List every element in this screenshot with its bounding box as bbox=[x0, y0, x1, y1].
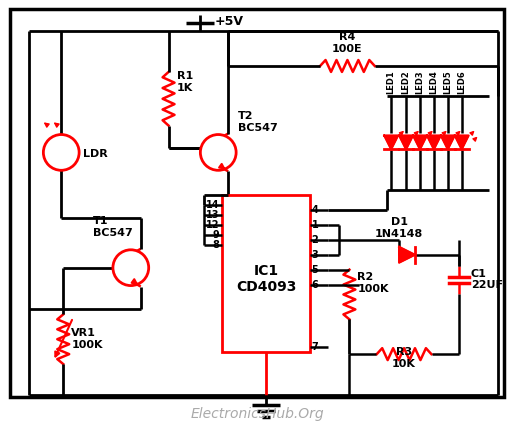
Text: LED5: LED5 bbox=[443, 70, 452, 94]
Text: 8: 8 bbox=[212, 240, 219, 250]
Text: 12: 12 bbox=[206, 220, 219, 230]
Text: 2: 2 bbox=[311, 235, 318, 245]
Polygon shape bbox=[441, 135, 455, 149]
Text: R3
10K: R3 10K bbox=[392, 347, 416, 369]
Text: 3: 3 bbox=[311, 250, 318, 260]
Text: T1
BC547: T1 BC547 bbox=[93, 216, 133, 238]
Text: 5: 5 bbox=[311, 265, 318, 275]
Text: 9: 9 bbox=[212, 230, 219, 240]
Text: 1: 1 bbox=[311, 220, 318, 230]
Text: C1
22UF: C1 22UF bbox=[471, 269, 503, 291]
Text: R4
100E: R4 100E bbox=[332, 32, 363, 54]
Text: LED3: LED3 bbox=[415, 70, 425, 94]
Text: T2
BC547: T2 BC547 bbox=[238, 111, 278, 132]
Text: R2
100K: R2 100K bbox=[357, 272, 389, 294]
Text: LED2: LED2 bbox=[401, 70, 411, 94]
Text: ElectronicsHub.Org: ElectronicsHub.Org bbox=[190, 407, 324, 421]
Text: VR1
100K: VR1 100K bbox=[71, 329, 103, 350]
Polygon shape bbox=[384, 135, 398, 149]
Text: LDR: LDR bbox=[83, 149, 108, 160]
Text: LED6: LED6 bbox=[457, 70, 466, 94]
Text: R1
1K: R1 1K bbox=[176, 71, 193, 93]
Polygon shape bbox=[413, 135, 427, 149]
Text: 4: 4 bbox=[311, 205, 318, 215]
Circle shape bbox=[113, 250, 149, 285]
Text: +5V: +5V bbox=[214, 15, 243, 28]
Text: IC1
CD4093: IC1 CD4093 bbox=[236, 264, 296, 294]
Text: LED1: LED1 bbox=[387, 70, 396, 94]
Circle shape bbox=[200, 135, 236, 170]
Bar bbox=[222, 195, 309, 352]
Text: 13: 13 bbox=[206, 210, 219, 220]
Text: 14: 14 bbox=[206, 200, 219, 210]
Text: 7: 7 bbox=[311, 342, 318, 352]
Circle shape bbox=[43, 135, 79, 170]
Text: LED4: LED4 bbox=[429, 70, 438, 94]
Polygon shape bbox=[399, 247, 415, 263]
Text: 6: 6 bbox=[311, 280, 318, 290]
Bar bbox=[10, 9, 504, 397]
Polygon shape bbox=[455, 135, 469, 149]
Polygon shape bbox=[399, 135, 413, 149]
Text: D1
1N4148: D1 1N4148 bbox=[375, 217, 423, 239]
Polygon shape bbox=[427, 135, 441, 149]
